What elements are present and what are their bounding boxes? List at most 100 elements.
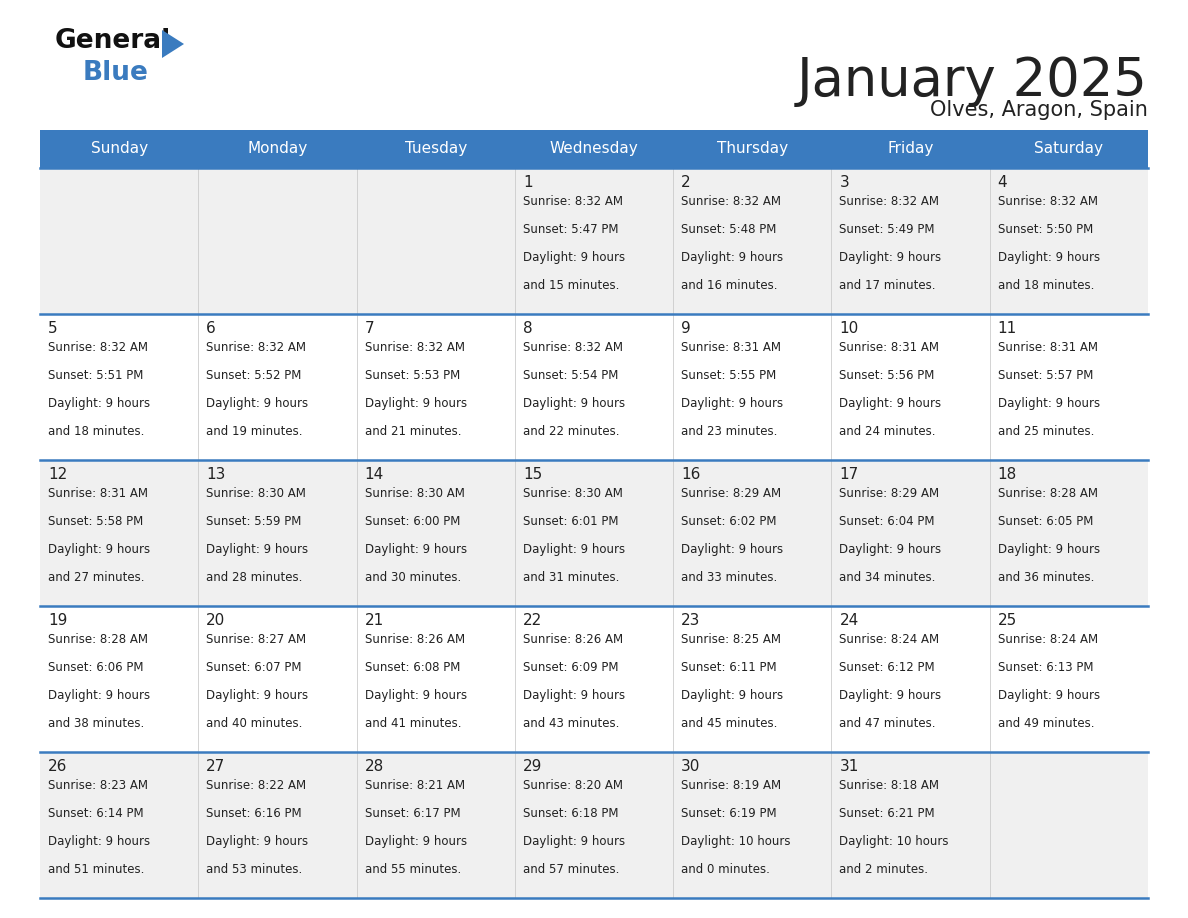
Text: Sunset: 6:14 PM: Sunset: 6:14 PM bbox=[48, 807, 144, 820]
Text: Sunset: 6:08 PM: Sunset: 6:08 PM bbox=[365, 661, 460, 674]
Text: and 36 minutes.: and 36 minutes. bbox=[998, 571, 1094, 584]
Text: Daylight: 9 hours: Daylight: 9 hours bbox=[365, 835, 467, 848]
Text: Daylight: 9 hours: Daylight: 9 hours bbox=[523, 835, 625, 848]
Text: Sunrise: 8:18 AM: Sunrise: 8:18 AM bbox=[840, 779, 940, 792]
Text: and 0 minutes.: and 0 minutes. bbox=[681, 863, 770, 876]
Text: Sunset: 6:21 PM: Sunset: 6:21 PM bbox=[840, 807, 935, 820]
Text: Tuesday: Tuesday bbox=[405, 141, 467, 156]
Text: 19: 19 bbox=[48, 613, 68, 628]
Text: Sunset: 6:18 PM: Sunset: 6:18 PM bbox=[523, 807, 619, 820]
Text: and 18 minutes.: and 18 minutes. bbox=[48, 425, 145, 438]
Text: 15: 15 bbox=[523, 467, 542, 482]
Text: Sunset: 6:11 PM: Sunset: 6:11 PM bbox=[681, 661, 777, 674]
Text: Daylight: 9 hours: Daylight: 9 hours bbox=[840, 252, 942, 264]
Text: 4: 4 bbox=[998, 175, 1007, 190]
Text: Daylight: 9 hours: Daylight: 9 hours bbox=[365, 397, 467, 410]
Text: Sunrise: 8:31 AM: Sunrise: 8:31 AM bbox=[840, 341, 940, 354]
Text: Sunrise: 8:29 AM: Sunrise: 8:29 AM bbox=[840, 487, 940, 500]
Text: 27: 27 bbox=[207, 759, 226, 774]
Text: and 23 minutes.: and 23 minutes. bbox=[681, 425, 777, 438]
Text: 12: 12 bbox=[48, 467, 68, 482]
Text: and 24 minutes.: and 24 minutes. bbox=[840, 425, 936, 438]
Text: Sunrise: 8:32 AM: Sunrise: 8:32 AM bbox=[523, 341, 623, 354]
Text: and 2 minutes.: and 2 minutes. bbox=[840, 863, 929, 876]
Text: Daylight: 9 hours: Daylight: 9 hours bbox=[48, 689, 150, 702]
Text: Daylight: 9 hours: Daylight: 9 hours bbox=[48, 543, 150, 556]
Text: and 15 minutes.: and 15 minutes. bbox=[523, 279, 619, 292]
Text: Friday: Friday bbox=[887, 141, 934, 156]
Text: Sunset: 5:49 PM: Sunset: 5:49 PM bbox=[840, 223, 935, 236]
Text: Sunset: 5:56 PM: Sunset: 5:56 PM bbox=[840, 369, 935, 382]
Text: 2: 2 bbox=[681, 175, 690, 190]
Text: Daylight: 9 hours: Daylight: 9 hours bbox=[681, 543, 783, 556]
Text: Sunset: 5:50 PM: Sunset: 5:50 PM bbox=[998, 223, 1093, 236]
Text: 17: 17 bbox=[840, 467, 859, 482]
Text: 14: 14 bbox=[365, 467, 384, 482]
Text: Sunrise: 8:30 AM: Sunrise: 8:30 AM bbox=[523, 487, 623, 500]
Text: Olves, Aragon, Spain: Olves, Aragon, Spain bbox=[930, 100, 1148, 120]
Text: and 18 minutes.: and 18 minutes. bbox=[998, 279, 1094, 292]
Text: 20: 20 bbox=[207, 613, 226, 628]
Text: Daylight: 9 hours: Daylight: 9 hours bbox=[840, 543, 942, 556]
Text: Sunset: 6:04 PM: Sunset: 6:04 PM bbox=[840, 515, 935, 528]
Text: Daylight: 10 hours: Daylight: 10 hours bbox=[840, 835, 949, 848]
Text: Sunset: 5:55 PM: Sunset: 5:55 PM bbox=[681, 369, 777, 382]
Text: and 28 minutes.: and 28 minutes. bbox=[207, 571, 303, 584]
Text: Daylight: 9 hours: Daylight: 9 hours bbox=[523, 543, 625, 556]
Text: Sunrise: 8:27 AM: Sunrise: 8:27 AM bbox=[207, 633, 307, 646]
Text: and 45 minutes.: and 45 minutes. bbox=[681, 717, 777, 730]
Text: Daylight: 9 hours: Daylight: 9 hours bbox=[998, 543, 1100, 556]
Text: Daylight: 9 hours: Daylight: 9 hours bbox=[681, 252, 783, 264]
Text: Daylight: 9 hours: Daylight: 9 hours bbox=[840, 689, 942, 702]
Text: Daylight: 9 hours: Daylight: 9 hours bbox=[207, 543, 309, 556]
Text: Sunset: 6:16 PM: Sunset: 6:16 PM bbox=[207, 807, 302, 820]
Text: Wednesday: Wednesday bbox=[550, 141, 638, 156]
Text: January 2025: January 2025 bbox=[797, 55, 1148, 107]
Text: Saturday: Saturday bbox=[1035, 141, 1104, 156]
Text: Sunset: 6:13 PM: Sunset: 6:13 PM bbox=[998, 661, 1093, 674]
Text: Sunset: 6:00 PM: Sunset: 6:00 PM bbox=[365, 515, 460, 528]
Text: Sunrise: 8:20 AM: Sunrise: 8:20 AM bbox=[523, 779, 623, 792]
Text: Sunrise: 8:29 AM: Sunrise: 8:29 AM bbox=[681, 487, 782, 500]
Text: 24: 24 bbox=[840, 613, 859, 628]
Text: Sunrise: 8:19 AM: Sunrise: 8:19 AM bbox=[681, 779, 782, 792]
Text: Daylight: 9 hours: Daylight: 9 hours bbox=[523, 397, 625, 410]
Text: Sunrise: 8:23 AM: Sunrise: 8:23 AM bbox=[48, 779, 148, 792]
Text: Sunrise: 8:28 AM: Sunrise: 8:28 AM bbox=[48, 633, 148, 646]
Text: and 43 minutes.: and 43 minutes. bbox=[523, 717, 619, 730]
Text: 9: 9 bbox=[681, 321, 691, 336]
Bar bbox=[40, 130, 1148, 168]
Text: Sunset: 6:01 PM: Sunset: 6:01 PM bbox=[523, 515, 619, 528]
Text: Sunset: 6:09 PM: Sunset: 6:09 PM bbox=[523, 661, 619, 674]
Text: Sunset: 6:02 PM: Sunset: 6:02 PM bbox=[681, 515, 777, 528]
Text: and 21 minutes.: and 21 minutes. bbox=[365, 425, 461, 438]
Text: 5: 5 bbox=[48, 321, 58, 336]
Text: Sunrise: 8:32 AM: Sunrise: 8:32 AM bbox=[365, 341, 465, 354]
Text: and 41 minutes.: and 41 minutes. bbox=[365, 717, 461, 730]
Text: and 53 minutes.: and 53 minutes. bbox=[207, 863, 303, 876]
Text: 8: 8 bbox=[523, 321, 532, 336]
Text: 13: 13 bbox=[207, 467, 226, 482]
Text: Sunrise: 8:28 AM: Sunrise: 8:28 AM bbox=[998, 487, 1098, 500]
Text: 1: 1 bbox=[523, 175, 532, 190]
Text: and 25 minutes.: and 25 minutes. bbox=[998, 425, 1094, 438]
Text: Sunrise: 8:32 AM: Sunrise: 8:32 AM bbox=[681, 195, 782, 208]
Text: Daylight: 10 hours: Daylight: 10 hours bbox=[681, 835, 791, 848]
Text: Sunrise: 8:32 AM: Sunrise: 8:32 AM bbox=[840, 195, 940, 208]
Text: Sunrise: 8:26 AM: Sunrise: 8:26 AM bbox=[365, 633, 465, 646]
Text: Sunrise: 8:31 AM: Sunrise: 8:31 AM bbox=[48, 487, 148, 500]
Text: Daylight: 9 hours: Daylight: 9 hours bbox=[998, 252, 1100, 264]
Text: Sunset: 5:57 PM: Sunset: 5:57 PM bbox=[998, 369, 1093, 382]
Text: Daylight: 9 hours: Daylight: 9 hours bbox=[207, 689, 309, 702]
Text: Sunset: 6:17 PM: Sunset: 6:17 PM bbox=[365, 807, 460, 820]
Text: Sunday: Sunday bbox=[90, 141, 147, 156]
Text: 3: 3 bbox=[840, 175, 849, 190]
Bar bbox=[40, 460, 1148, 606]
Text: Sunset: 5:52 PM: Sunset: 5:52 PM bbox=[207, 369, 302, 382]
Text: Daylight: 9 hours: Daylight: 9 hours bbox=[681, 397, 783, 410]
Text: and 51 minutes.: and 51 minutes. bbox=[48, 863, 145, 876]
Text: and 57 minutes.: and 57 minutes. bbox=[523, 863, 619, 876]
Text: 7: 7 bbox=[365, 321, 374, 336]
Text: Daylight: 9 hours: Daylight: 9 hours bbox=[998, 397, 1100, 410]
Text: and 49 minutes.: and 49 minutes. bbox=[998, 717, 1094, 730]
